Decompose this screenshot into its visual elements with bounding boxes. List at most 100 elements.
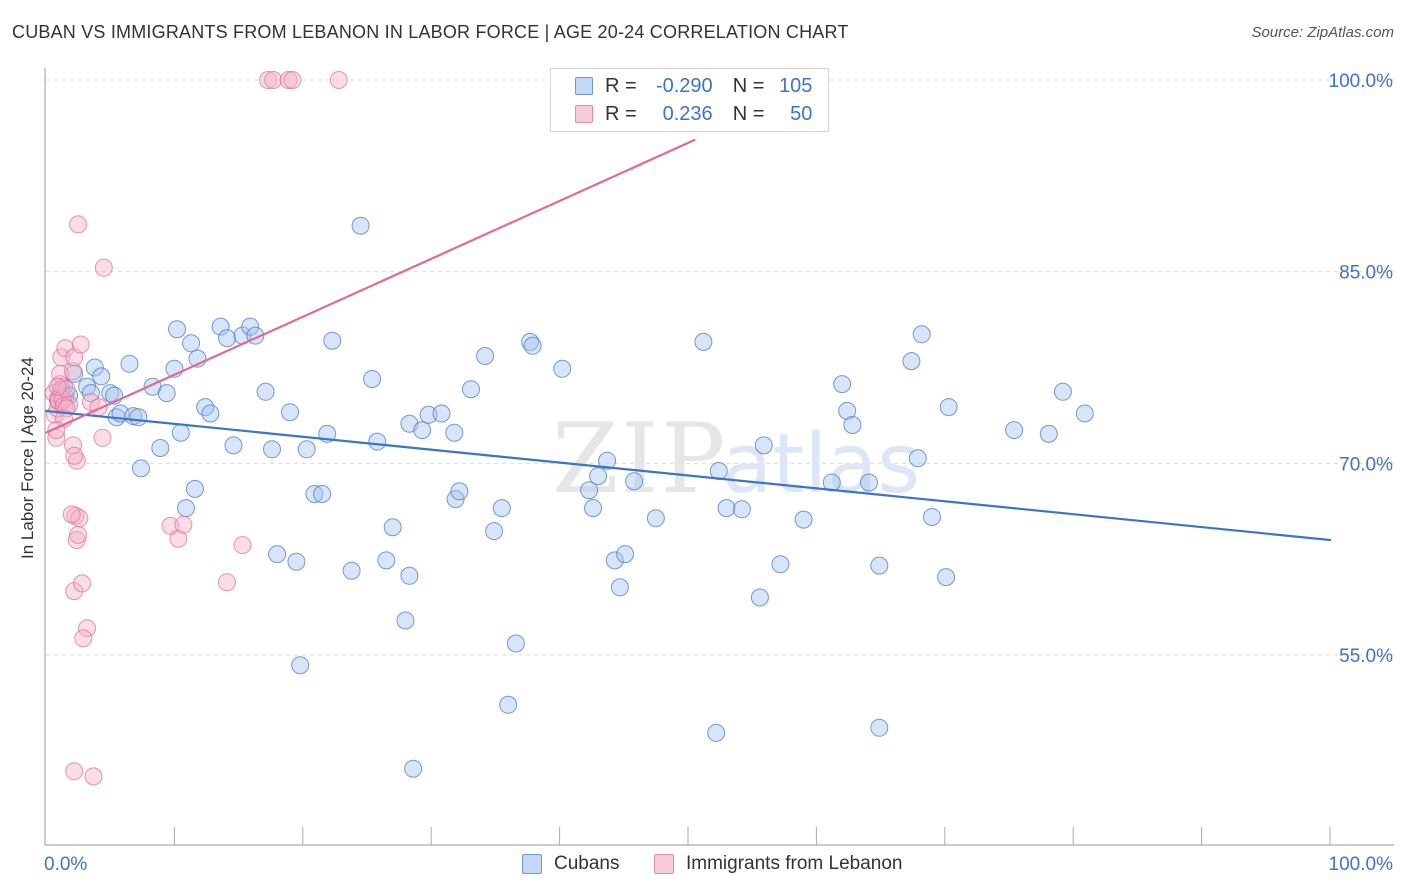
point-cubans <box>506 634 525 653</box>
point-cubans <box>168 320 186 339</box>
bottom-legend-swatch-lebanon <box>654 854 674 874</box>
point-lebanon <box>84 767 103 786</box>
point-lebanon <box>65 446 84 465</box>
trend-line-cubans <box>44 409 1332 542</box>
point-lebanon <box>283 71 302 89</box>
point-cubans <box>476 347 495 365</box>
trend-line-lebanon <box>44 138 696 434</box>
legend-n-value: 105 <box>779 74 813 97</box>
point-cubans <box>492 499 511 518</box>
legend-row-cubans: R = -0.290 N = 105 <box>575 73 812 99</box>
point-cubans <box>553 359 572 378</box>
point-cubans <box>342 561 361 580</box>
tick-labels: 55.0% 70.0% 85.0% 100.0% 0.0% 100.0% <box>44 71 1393 875</box>
point-lebanon <box>78 619 97 638</box>
point-lebanon <box>279 71 298 89</box>
legend-r-label: R = <box>605 102 637 125</box>
y-tick-label: 55.0% <box>1339 646 1393 667</box>
point-cubans <box>870 718 889 737</box>
point-cubans <box>313 485 332 503</box>
correlation-legend: R = -0.290 N = 105 R = 0.236 N = 50 <box>550 68 829 132</box>
point-cubans <box>129 408 148 427</box>
point-cubans <box>1075 404 1094 423</box>
point-lebanon <box>47 428 66 447</box>
point-lebanon <box>169 529 188 548</box>
point-cubans <box>939 398 958 417</box>
gridlines <box>46 79 1394 656</box>
point-cubans <box>419 405 438 424</box>
point-lebanon <box>264 71 283 89</box>
point-lebanon <box>233 536 252 555</box>
point-cubans <box>912 325 931 344</box>
point-lebanon <box>259 71 278 89</box>
point-cubans <box>182 334 201 353</box>
point-lebanon <box>67 451 86 470</box>
point-cubans <box>580 481 599 500</box>
point-cubans <box>185 479 204 498</box>
point-cubans <box>843 416 862 434</box>
legend-n-value: 50 <box>790 102 813 125</box>
point-cubans <box>351 216 370 235</box>
bottom-legend-label-lebanon: Immigrants from Lebanon <box>686 853 903 874</box>
point-cubans <box>625 472 644 491</box>
point-cubans <box>1005 421 1024 440</box>
axes <box>44 68 1394 846</box>
legend-swatch-cubans <box>575 77 593 95</box>
point-cubans <box>177 499 195 518</box>
point-cubans <box>707 723 726 742</box>
legend-r-value: 0.236 <box>662 102 713 125</box>
point-cubans <box>404 759 423 778</box>
point-cubans <box>771 555 790 574</box>
bottom-legend-cubans: Cubans <box>522 852 620 876</box>
point-lebanon <box>48 377 67 396</box>
point-cubans <box>263 440 281 459</box>
point-lebanon <box>69 525 88 544</box>
legend-r-label: R = <box>605 74 637 97</box>
point-cubans <box>224 436 243 455</box>
point-cubans <box>485 522 504 541</box>
point-cubans <box>694 332 713 351</box>
point-cubans <box>132 459 150 478</box>
point-cubans <box>377 551 396 570</box>
bottom-legend-swatch-cubans <box>522 854 542 874</box>
point-cubans <box>171 423 190 442</box>
source-label: Source: ZipAtlas.com <box>1251 24 1394 41</box>
watermark-zip: ZIP <box>552 403 727 515</box>
point-cubans <box>1039 424 1058 443</box>
point-lebanon <box>73 574 91 593</box>
point-cubans <box>413 421 432 440</box>
point-cubans <box>860 473 878 492</box>
point-cubans <box>610 578 629 597</box>
point-cubans <box>368 432 387 451</box>
point-cubans <box>85 358 104 377</box>
point-cubans <box>838 401 857 420</box>
point-cubans <box>287 552 306 571</box>
bottom-legend-lebanon: Immigrants from Lebanon <box>654 852 903 876</box>
point-cubans <box>383 518 402 537</box>
point-cubans <box>256 382 275 401</box>
point-cubans <box>297 440 316 459</box>
point-cubans <box>598 451 617 470</box>
point-cubans <box>241 317 260 336</box>
point-cubans <box>211 317 230 336</box>
point-cubans <box>732 500 751 519</box>
point-cubans <box>151 439 170 457</box>
point-cubans <box>870 556 889 575</box>
series-points <box>44 71 1094 786</box>
point-cubans <box>363 370 382 388</box>
point-cubans <box>902 352 921 371</box>
legend-n-label: N = <box>732 74 765 97</box>
y-tick-label: 85.0% <box>1339 263 1393 284</box>
point-lebanon <box>65 582 84 601</box>
point-cubans <box>499 695 518 714</box>
point-lebanon <box>329 71 348 89</box>
y-tick-label: 70.0% <box>1339 454 1393 475</box>
point-cubans <box>794 510 813 529</box>
point-cubans <box>1053 382 1072 401</box>
point-cubans <box>523 336 542 355</box>
point-cubans <box>445 423 464 442</box>
trend-lines <box>44 138 1332 542</box>
point-cubans <box>400 566 419 585</box>
